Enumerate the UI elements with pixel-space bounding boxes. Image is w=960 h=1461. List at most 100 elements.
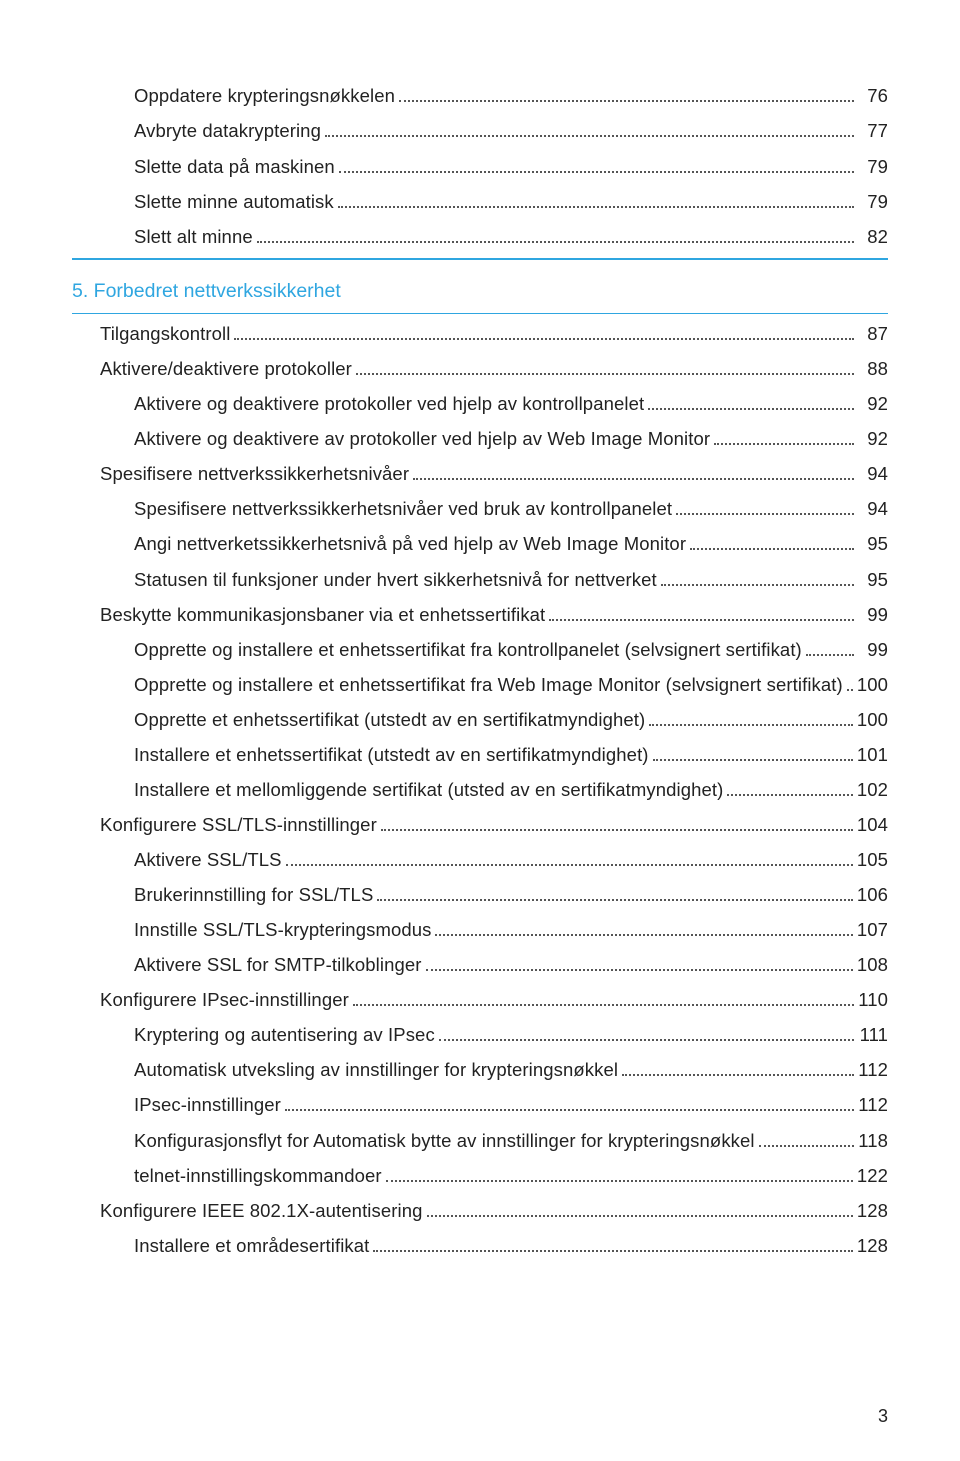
- toc-leader: [234, 323, 854, 340]
- toc-entry-page: 112: [858, 1091, 888, 1120]
- toc-page: Oppdatere krypteringsnøkkelen76 Avbryte d…: [0, 0, 960, 1461]
- toc-leader: [549, 604, 854, 621]
- toc-entry: Spesifisere nettverkssikkerhetsnivåer ve…: [72, 495, 888, 524]
- toc-entry: Oppdatere krypteringsnøkkelen76: [72, 82, 888, 111]
- toc-entry-label: Installere et enhetssertifikat (utstedt …: [134, 741, 649, 770]
- toc-leader: [622, 1060, 854, 1077]
- toc-entry: Konfigurere SSL/TLS-innstillinger104: [72, 811, 888, 840]
- toc-leader: [257, 226, 854, 243]
- toc-leader: [286, 849, 853, 866]
- toc-leader: [649, 709, 853, 726]
- toc-entry: Kryptering og autentisering av IPsec 111: [72, 1021, 888, 1050]
- toc-leader: [690, 534, 854, 551]
- toc-leader: [806, 639, 854, 656]
- toc-entry: Slette data på maskinen79: [72, 153, 888, 182]
- toc-entry-page: 104: [857, 811, 888, 840]
- toc-leader: [353, 990, 854, 1007]
- toc-entry-label: Aktivere SSL/TLS: [134, 846, 282, 875]
- toc-container: Oppdatere krypteringsnøkkelen76 Avbryte d…: [72, 82, 888, 1260]
- toc-entry-page: 99: [858, 601, 888, 630]
- toc-entry-page: 118: [858, 1127, 888, 1156]
- toc-entry-label: Installere et områdesertifikat: [134, 1232, 369, 1261]
- toc-entry-label: Slette data på maskinen: [134, 153, 335, 182]
- toc-entry: Brukerinnstilling for SSL/TLS106: [72, 881, 888, 910]
- toc-leader: [653, 744, 853, 761]
- toc-entry: Avbryte datakryptering77: [72, 117, 888, 146]
- toc-entry-page: 76: [858, 82, 888, 111]
- toc-leader: [386, 1165, 853, 1182]
- toc-entry-page: 110: [858, 986, 888, 1015]
- toc-entry-page: 100: [857, 671, 888, 700]
- toc-entry-label: Tilgangskontroll: [100, 320, 230, 349]
- toc-entry-label: Aktivere/deaktivere protokoller: [100, 355, 352, 384]
- toc-entry-page: 122: [857, 1162, 888, 1191]
- toc-entry-label: Konfigurere IEEE 802.1X-autentisering: [100, 1197, 423, 1226]
- toc-entry: Konfigurasjonsflyt for Automatisk bytte …: [72, 1127, 888, 1156]
- toc-entry-label: IPsec-innstillinger: [134, 1091, 281, 1120]
- toc-entry-label: Konfigurere IPsec-innstillinger: [100, 986, 349, 1015]
- toc-entry-label: Beskytte kommunikasjonsbaner via et enhe…: [100, 601, 545, 630]
- toc-entry-page: 112: [858, 1056, 888, 1085]
- toc-leader: [648, 394, 854, 411]
- toc-entry-label: Konfigurasjonsflyt for Automatisk bytte …: [134, 1127, 755, 1156]
- toc-entry-page: 95: [858, 566, 888, 595]
- toc-leader: [847, 674, 853, 691]
- toc-leader: [661, 569, 854, 586]
- toc-leader: [439, 1025, 854, 1042]
- toc-leader: [399, 86, 854, 103]
- toc-leader: [714, 429, 854, 446]
- toc-entry-page: 94: [858, 495, 888, 524]
- toc-entry-page: 92: [858, 425, 888, 454]
- toc-entry-label: Aktivere og deaktivere av protokoller ve…: [134, 425, 710, 454]
- toc-entry-page: 102: [857, 776, 888, 805]
- toc-entry-label: Spesifisere nettverkssikkerhetsnivåer ve…: [134, 495, 672, 524]
- toc-entry: Innstille SSL/TLS-krypteringsmodus 107: [72, 916, 888, 945]
- toc-leader: [413, 464, 854, 481]
- toc-leader: [285, 1095, 854, 1112]
- toc-entry: Opprette og installere et enhetssertifik…: [72, 671, 888, 700]
- toc-entry: Beskytte kommunikasjonsbaner via et enhe…: [72, 601, 888, 630]
- toc-entry-page: 95: [858, 530, 888, 559]
- toc-entry: Konfigurere IEEE 802.1X-autentisering 128: [72, 1197, 888, 1226]
- toc-leader: [426, 955, 853, 972]
- toc-entry-label: Innstille SSL/TLS-krypteringsmodus: [134, 916, 431, 945]
- toc-leader: [377, 884, 852, 901]
- toc-leader: [381, 814, 853, 831]
- toc-entry-page: 94: [858, 460, 888, 489]
- toc-entry-label: Kryptering og autentisering av IPsec: [134, 1021, 435, 1050]
- toc-entry: Installere et mellomliggende sertifikat …: [72, 776, 888, 805]
- toc-leader: [435, 920, 852, 937]
- toc-entry-page: 99: [858, 636, 888, 665]
- toc-entry: Aktivere SSL/TLS 105: [72, 846, 888, 875]
- toc-entry-page: 107: [857, 916, 888, 945]
- toc-entry-page: 100: [857, 706, 888, 735]
- toc-entry: Installere et områdesertifikat128: [72, 1232, 888, 1261]
- toc-entry-page: 92: [858, 390, 888, 419]
- toc-leader: [338, 191, 854, 208]
- toc-entry-page: 77: [858, 117, 888, 146]
- page-number: 3: [878, 1406, 888, 1427]
- toc-leader: [373, 1235, 852, 1252]
- toc-entry-label: Aktivere SSL for SMTP-tilkoblinger: [134, 951, 422, 980]
- section-rule-top: [72, 258, 888, 260]
- toc-entry-page: 82: [858, 223, 888, 252]
- section-heading: 5. Forbedret nettverkssikkerhet: [72, 280, 888, 303]
- toc-entry-page: 128: [857, 1197, 888, 1226]
- toc-entry: Slett alt minne82: [72, 223, 888, 252]
- toc-leader: [676, 499, 854, 516]
- toc-entry-label: Angi nettverketssikkerhetsnivå på ved hj…: [134, 530, 686, 559]
- toc-entry-label: Automatisk utveksling av innstillinger f…: [134, 1056, 618, 1085]
- toc-entry-page: 87: [858, 320, 888, 349]
- toc-entry-page: 111: [858, 1021, 888, 1050]
- toc-entry: Installere et enhetssertifikat (utstedt …: [72, 741, 888, 770]
- toc-leader: [759, 1130, 854, 1147]
- toc-entry-label: Brukerinnstilling for SSL/TLS: [134, 881, 373, 910]
- toc-entry-page: 79: [858, 188, 888, 217]
- toc-leader: [339, 156, 854, 173]
- toc-entry: Opprette et enhetssertifikat (utstedt av…: [72, 706, 888, 735]
- toc-entry: Aktivere og deaktivere protokoller ved h…: [72, 390, 888, 419]
- toc-entry-label: Opprette og installere et enhetssertifik…: [134, 671, 843, 700]
- toc-entry-label: Opprette og installere et enhetssertifik…: [134, 636, 802, 665]
- toc-entry-page: 105: [857, 846, 888, 875]
- toc-entry: Konfigurere IPsec-innstillinger 110: [72, 986, 888, 1015]
